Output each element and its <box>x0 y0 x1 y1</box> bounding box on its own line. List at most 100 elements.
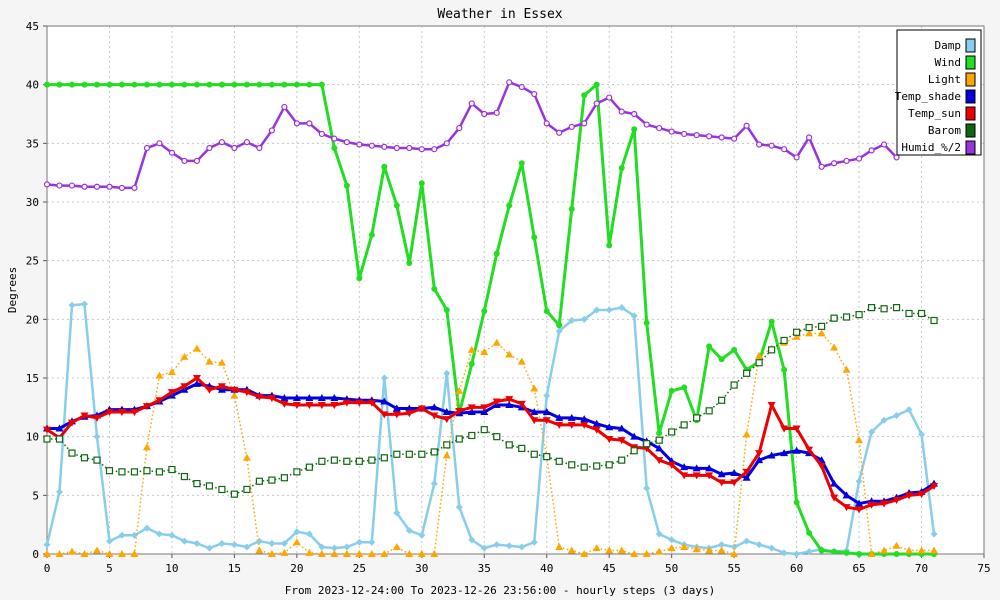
temp-sun-point <box>67 419 76 427</box>
temp-sun-point <box>117 409 126 417</box>
humid-2-point <box>181 157 188 165</box>
legend-label: Wind <box>935 56 962 69</box>
wind-point <box>431 285 438 292</box>
y-tick-label: 0 <box>32 548 39 561</box>
y-tick-label: 25 <box>26 255 39 268</box>
temp-sun-point <box>142 403 151 411</box>
wind-point <box>506 202 513 209</box>
light-point <box>392 542 401 550</box>
barom-point <box>255 477 263 485</box>
humid-2-point <box>781 146 788 153</box>
temp-sun-point <box>43 426 51 434</box>
barom-point <box>555 457 563 465</box>
humid-2-point <box>68 182 76 189</box>
light-point <box>130 550 139 557</box>
humid-2-point <box>793 154 800 161</box>
wind-point <box>656 430 663 437</box>
barom-point <box>618 456 626 464</box>
damp-point <box>480 544 488 552</box>
barom-point <box>880 305 888 313</box>
light-point <box>467 345 476 353</box>
temp-sun-point <box>817 463 826 470</box>
chart-title: Weather in Essex <box>437 7 562 22</box>
humid-2-point <box>656 124 663 132</box>
wind-point <box>618 164 625 171</box>
light-point <box>830 343 839 351</box>
humid-2-point <box>481 110 488 118</box>
temp-shade-point <box>842 491 851 499</box>
damp-point <box>555 327 563 335</box>
temp-sun-point <box>255 393 264 401</box>
humid-2-point <box>506 79 513 86</box>
wind-point <box>193 81 200 88</box>
damp-point <box>118 531 126 539</box>
temp-sun-point <box>830 494 839 502</box>
light-point <box>592 544 601 552</box>
y-tick-label: 10 <box>26 431 39 444</box>
x-tick-label: 30 <box>415 562 428 575</box>
damp-point <box>80 300 88 308</box>
temp-sun-point <box>705 472 714 480</box>
humid-2-point <box>356 141 363 148</box>
damp-point <box>805 548 813 556</box>
light-point <box>667 544 676 552</box>
barom-point <box>330 456 338 464</box>
light-point <box>855 436 864 444</box>
temp-sun-point <box>867 501 876 509</box>
light-point <box>655 547 664 555</box>
humid-2-point <box>418 146 425 153</box>
temp-sun-point <box>480 404 489 412</box>
series-layer <box>43 79 939 558</box>
temp-shade-point <box>505 400 514 408</box>
damp-point <box>455 503 463 511</box>
wind-point <box>44 81 50 88</box>
light-point <box>430 550 439 557</box>
humid-2-point <box>693 132 700 139</box>
damp-point <box>580 315 588 323</box>
temp-shade-point <box>480 408 489 416</box>
humid-2-point <box>331 135 338 142</box>
barom-point <box>930 316 938 325</box>
wind-point <box>318 81 325 88</box>
wind-point <box>231 81 238 88</box>
wind-point <box>568 206 575 213</box>
humid-2-point <box>468 100 475 107</box>
barom-point <box>280 474 288 482</box>
barom-point <box>455 435 463 443</box>
humid-2-point <box>830 160 838 167</box>
damp-point <box>205 544 213 552</box>
light-point <box>43 550 51 557</box>
temp-sun-point <box>530 417 539 425</box>
light-point <box>367 550 376 557</box>
temp-sun-point <box>417 405 426 413</box>
humid-2-point <box>368 142 375 149</box>
light-point <box>555 542 564 550</box>
barom-point <box>680 421 688 429</box>
damp-point <box>793 550 801 558</box>
humid-2-point <box>56 182 63 189</box>
x-tick-label: 55 <box>728 562 741 575</box>
temp-shade-point <box>705 464 714 472</box>
temp-sun-point <box>930 482 939 490</box>
temp-shade-point <box>767 451 776 459</box>
temp-sun-point <box>192 375 201 382</box>
y-tick-label: 35 <box>26 137 39 150</box>
humid-2-point <box>606 94 613 101</box>
light-point <box>92 546 101 554</box>
damp-point <box>280 539 288 547</box>
damp-point <box>243 543 251 551</box>
damp-point <box>343 543 351 551</box>
temp-shade-point <box>742 473 751 481</box>
temp-sun-point <box>917 491 926 499</box>
y-tick-label: 5 <box>32 489 39 502</box>
damp-point <box>380 374 388 382</box>
legend-swatch <box>965 55 976 70</box>
wind-point <box>468 360 475 367</box>
y-axis-label: Degrees <box>6 267 19 313</box>
temp-sun-point <box>167 389 176 397</box>
series-barom <box>43 304 938 498</box>
temp-sun-point <box>80 412 89 420</box>
barom-point <box>443 441 451 449</box>
wind-point <box>106 81 113 88</box>
wind-point <box>631 126 638 133</box>
